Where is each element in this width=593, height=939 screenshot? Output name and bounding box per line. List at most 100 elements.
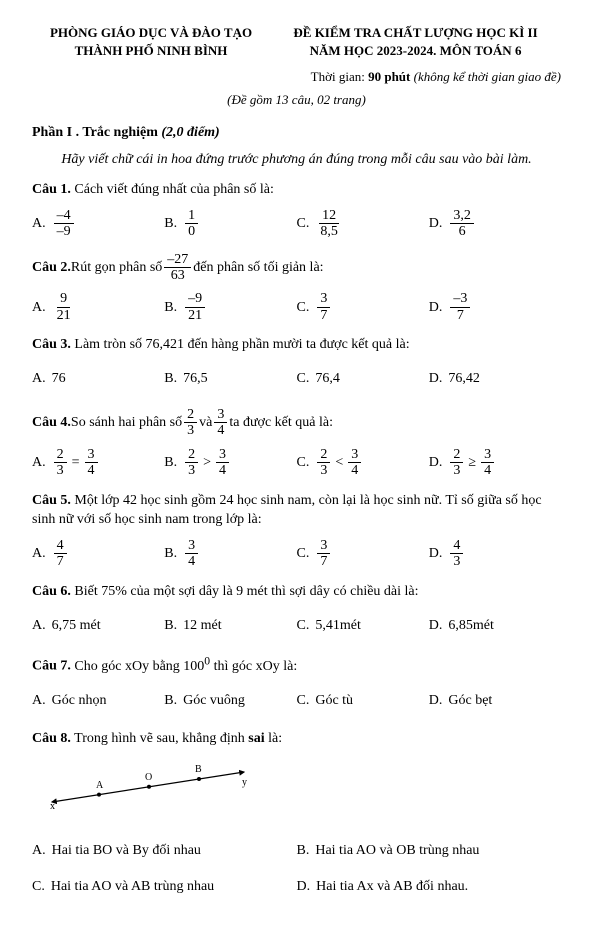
frac: 23 [317, 447, 330, 479]
q8-opt-C: C.Hai tia AO và AB trùng nhau [32, 869, 297, 905]
q4-opt-C: C.23<34 [297, 445, 429, 481]
q2-opt-D: D.–37 [429, 289, 561, 325]
frac: 34 [85, 447, 98, 479]
title-line2: NĂM HỌC 2023-2024. MÔN TOÁN 6 [270, 42, 561, 60]
frac: 34 [214, 407, 227, 439]
q7-text: Cho góc xOy bằng 1000 thì góc xOy là: [71, 659, 297, 674]
frac: 921 [54, 291, 74, 323]
q8-options: A.Hai tia BO và By đối nhau B.Hai tia AO… [32, 833, 561, 905]
label-x: x [50, 801, 55, 810]
q2-opt-B: B.–921 [164, 289, 296, 325]
q1-label: Câu 1. [32, 182, 71, 197]
frac: 34 [481, 447, 494, 479]
q4-options: A.23=34 B.23>34 C.23<34 D.23≥34 [32, 445, 561, 481]
q2-options: A.921 B.–921 C.37 D.–37 [32, 289, 561, 325]
label-B: B [195, 764, 202, 775]
question-8: Câu 8. Trong hình vẽ sau, khẳng định sai… [32, 729, 561, 749]
q3-label: Câu 3. [32, 337, 71, 352]
q6-options: A.6,75 mét B.12 mét C.5,41mét D.6,85mét [32, 607, 561, 643]
org-line2: THÀNH PHỐ NINH BÌNH [32, 42, 270, 60]
q7-opt-C: C.Góc tù [297, 683, 429, 719]
frac: 3,26 [450, 208, 474, 240]
time-value: 90 phút [368, 69, 410, 84]
frac: 37 [317, 538, 330, 570]
q6-opt-D: D.6,85mét [429, 607, 561, 643]
instruction: Hãy viết chữ cái in hoa đứng trước phươn… [32, 150, 561, 170]
time-prefix: Thời gian: [311, 69, 368, 84]
q2-text: Rút gọn phân số –2763 đến phân số tối gi… [71, 252, 324, 284]
document-header: PHÒNG GIÁO DỤC VÀ ĐÀO TẠO THÀNH PHỐ NINH… [32, 24, 561, 60]
q5-opt-C: C.37 [297, 536, 429, 572]
question-4: Câu 4. So sánh hai phân số 23 và 34 ta đ… [32, 407, 561, 439]
q5-opt-A: A.47 [32, 536, 164, 572]
org-line1: PHÒNG GIÁO DỤC VÀ ĐÀO TẠO [32, 24, 270, 42]
frac: –4–9 [54, 208, 74, 240]
q4-opt-A: A.23=34 [32, 445, 164, 481]
page-count: (Đề gồm 13 câu, 02 trang) [32, 91, 561, 109]
q7-opt-B: B.Góc vuông [164, 683, 296, 719]
q6-label: Câu 6. [32, 584, 71, 599]
header-left: PHÒNG GIÁO DỤC VÀ ĐÀO TẠO THÀNH PHỐ NINH… [32, 24, 270, 60]
frac: –37 [450, 291, 470, 323]
q6-opt-A: A.6,75 mét [32, 607, 164, 643]
q3-opt-C: C.76,4 [297, 361, 429, 397]
q6-opt-B: B.12 mét [164, 607, 296, 643]
q8-text: Trong hình vẽ sau, khẳng định sai là: [71, 731, 282, 746]
frac: –921 [185, 291, 205, 323]
header-right: ĐỀ KIỂM TRA CHẤT LƯỢNG HỌC KÌ II NĂM HỌC… [270, 24, 561, 60]
q4-text: So sánh hai phân số 23 và 34 ta được kết… [71, 407, 333, 439]
q7-label: Câu 7. [32, 659, 71, 674]
frac: 23 [450, 447, 463, 479]
q7-options: A.Góc nhọn B.Góc vuông C.Góc tù D.Góc bẹ… [32, 683, 561, 719]
q6-opt-C: C.5,41mét [297, 607, 429, 643]
frac: 23 [54, 447, 67, 479]
q5-options: A.47 B.34 C.37 D.43 [32, 536, 561, 572]
q8-opt-D: D.Hai tia Ax và AB đối nhau. [297, 869, 562, 905]
q1-opt-C: C.128,5 [297, 206, 429, 242]
q8-opt-B: B.Hai tia AO và OB trùng nhau [297, 833, 562, 869]
question-5: Câu 5. Một lớp 42 học sinh gồm 24 học si… [32, 491, 561, 530]
q8-opt-A: A.Hai tia BO và By đối nhau [32, 833, 297, 869]
label-A: A [96, 780, 104, 791]
frac: 34 [216, 447, 229, 479]
q4-opt-B: B.23>34 [164, 445, 296, 481]
question-6: Câu 6. Biết 75% của một sợi dây là 9 mét… [32, 582, 561, 602]
frac: 47 [54, 538, 67, 570]
title-line1: ĐỀ KIỂM TRA CHẤT LƯỢNG HỌC KÌ II [270, 24, 561, 42]
frac: 128,5 [317, 208, 341, 240]
q7-opt-A: A.Góc nhọn [32, 683, 164, 719]
q3-opt-B: B.76,5 [164, 361, 296, 397]
q1-opt-B: B.10 [164, 206, 296, 242]
frac: 10 [185, 208, 198, 240]
q8-label: Câu 8. [32, 731, 71, 746]
q3-options: A.76 B.76,5 C.76,4 D.76,42 [32, 361, 561, 397]
question-1: Câu 1. Cách viết đúng nhất của phân số l… [32, 180, 561, 200]
frac: 43 [450, 538, 463, 570]
q3-text: Làm tròn số 76,421 đến hàng phần mười ta… [71, 337, 410, 352]
q4-opt-D: D.23≥34 [429, 445, 561, 481]
question-7: Câu 7. Cho góc xOy bằng 1000 thì góc xOy… [32, 653, 561, 676]
q5-opt-B: B.34 [164, 536, 296, 572]
q2-label: Câu 2. [32, 260, 71, 275]
section-label: Phần I . Trắc nghiệm [32, 125, 161, 140]
frac: 23 [184, 407, 197, 439]
q1-options: A.–4–9 B.10 C.128,5 D.3,26 [32, 206, 561, 242]
q6-text: Biết 75% của một sợi dây là 9 mét thì sợ… [71, 584, 419, 599]
q3-opt-D: D.76,42 [429, 361, 561, 397]
label-y: y [242, 777, 247, 788]
frac: –2763 [164, 252, 191, 284]
q1-text: Cách viết đúng nhất của phân số là: [71, 182, 274, 197]
q3-opt-A: A.76 [32, 361, 164, 397]
q5-text: Một lớp 42 học sinh gồm 24 học sinh nam,… [32, 493, 542, 528]
frac: 37 [317, 291, 330, 323]
q2-opt-C: C.37 [297, 289, 429, 325]
label-O: O [145, 772, 152, 783]
q5-label: Câu 5. [32, 493, 71, 508]
question-2: Câu 2. Rút gọn phân số –2763 đến phân số… [32, 252, 561, 284]
time-suffix: (không kể thời gian giao đề) [410, 69, 561, 84]
frac: 34 [348, 447, 361, 479]
q4-label: Câu 4. [32, 415, 71, 430]
question-3: Câu 3. Làm tròn số 76,421 đến hàng phần … [32, 335, 561, 355]
q5-opt-D: D.43 [429, 536, 561, 572]
q2-opt-A: A.921 [32, 289, 164, 325]
